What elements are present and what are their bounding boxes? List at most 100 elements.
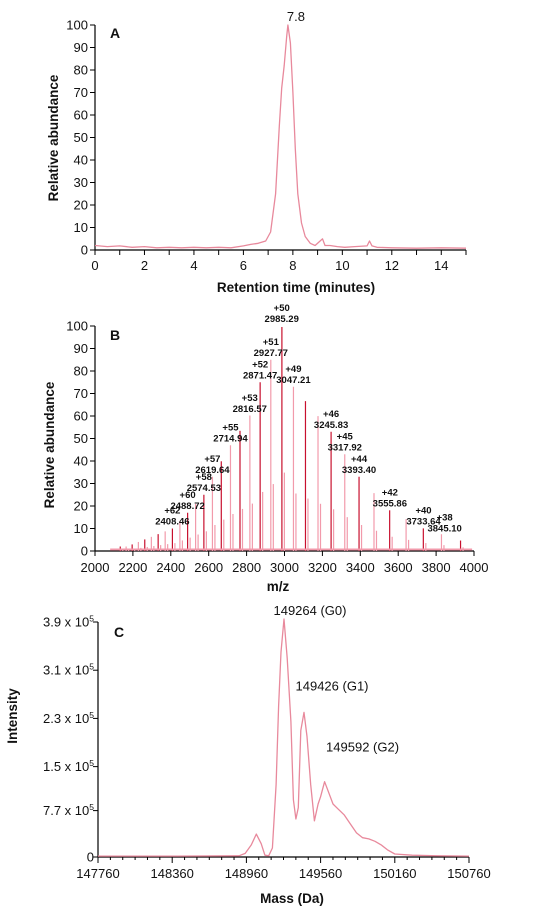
x-tick-label-b: 2200 [118, 560, 147, 575]
peak-charge-label-b: +53 [242, 393, 258, 404]
y-tick-label-a: 60 [74, 108, 88, 123]
peak-charge-label-b: +52 [252, 359, 268, 370]
y-tick-label-a: 30 [74, 175, 88, 190]
chart-a: A Retention time (minutes) Relative abun… [46, 9, 467, 295]
peak-mz-label-b: 3317.92 [328, 442, 362, 453]
peak-mz-label-b: 3245.83 [314, 420, 348, 431]
x-tick-label-c: 150760 [447, 866, 490, 881]
y-tick-label-b: 40 [74, 454, 88, 469]
peak-mz-label-b: 2927.77 [254, 348, 288, 359]
peak-charge-label-b: +55 [222, 422, 239, 433]
peak-mz-label-b: 3555.86 [373, 499, 407, 510]
y-tick-label-b: 30 [74, 476, 88, 491]
y-tick-label-b: 80 [74, 364, 88, 379]
y-tick-label-b: 20 [74, 499, 88, 514]
x-tick-label-a: 14 [434, 258, 448, 273]
peak-charge-label-b: +51 [263, 337, 280, 348]
y-tick-label-b: 50 [74, 431, 88, 446]
y-axis-label-b: Relative abundance [42, 381, 57, 508]
peak-charge-label-b: +42 [382, 488, 398, 499]
peak-charge-label-b: +62 [164, 506, 180, 517]
chromatogram-trace-a [94, 24, 467, 249]
y-tick-label-b: 70 [74, 386, 88, 401]
x-tick-label-a: 2 [141, 258, 148, 273]
peak-mz-label-b: 2408.46 [155, 517, 189, 528]
y-axis-label-c: Intensity [5, 688, 20, 744]
y-tick-label-a: 20 [74, 198, 88, 213]
x-tick-label-b: 3000 [270, 560, 299, 575]
y-tick-label-a: 40 [74, 153, 88, 168]
y-tick-label-c: 3.9 x 105 [43, 614, 94, 630]
y-tick-label-a: 90 [74, 40, 88, 55]
peak-charge-label-b: +58 [196, 472, 212, 483]
x-tick-label-a: 4 [190, 258, 197, 273]
deconvoluted-mass-trace-c [98, 618, 470, 857]
x-tick-label-a: 10 [335, 258, 349, 273]
x-tick-label-a: 0 [91, 258, 98, 273]
y-tick-label-a: 70 [74, 85, 88, 100]
x-tick-label-b: 2000 [81, 560, 110, 575]
panel-label-c: C [114, 624, 124, 640]
peak-charge-label-b: +46 [323, 409, 339, 420]
x-tick-label-b: 4000 [460, 560, 489, 575]
x-tick-label-a: 12 [385, 258, 399, 273]
peak-charge-label-b: +45 [337, 431, 354, 442]
peak-label-c: 149592 (G2) [326, 740, 399, 755]
y-tick-label-b: 100 [66, 319, 88, 334]
peak-charge-label-b: +38 [437, 512, 453, 523]
peak-charge-label-b: +49 [285, 364, 301, 375]
peak-label-c: 149264 (G0) [273, 603, 346, 618]
peak-charge-label-b: +50 [274, 303, 290, 314]
x-tick-label-c: 148360 [151, 866, 194, 881]
x-tick-label-a: 6 [240, 258, 247, 273]
x-tick-label-c: 150160 [373, 866, 416, 881]
peak-label-a: 7.8 [287, 9, 305, 24]
y-tick-label-a: 50 [74, 130, 88, 145]
peak-charge-label-b: +57 [204, 454, 220, 465]
x-tick-label-c: 147760 [76, 866, 119, 881]
peak-mz-label-b: 2985.29 [265, 314, 299, 325]
peak-charge-label-b: +40 [415, 506, 431, 517]
peak-mz-label-b: 3393.40 [342, 465, 376, 476]
y-tick-label-c: 7.7 x 105 [43, 802, 94, 818]
y-tick-label-b: 60 [74, 409, 88, 424]
x-tick-label-b: 3200 [308, 560, 337, 575]
y-tick-label-a: 100 [66, 18, 88, 33]
y-tick-label-a: 0 [81, 243, 88, 258]
y-tick-label-b: 0 [81, 544, 88, 559]
x-axis-label-a: Retention time (minutes) [217, 280, 375, 295]
x-tick-label-b: 3400 [346, 560, 375, 575]
x-tick-label-a: 8 [289, 258, 296, 273]
peak-mz-label-b: 2871.47 [243, 370, 277, 381]
peak-mz-label-b: 2714.94 [213, 433, 248, 444]
x-tick-label-b: 2400 [156, 560, 185, 575]
x-tick-label-b: 2600 [194, 560, 223, 575]
y-tick-label-c: 1.5 x 105 [43, 758, 94, 774]
y-tick-label-c: 2.3 x 105 [43, 710, 94, 726]
y-axis-label-a: Relative abundance [46, 74, 61, 201]
peak-mz-label-b: 2574.53 [187, 483, 221, 494]
x-tick-label-b: 2800 [232, 560, 261, 575]
y-tick-label-c: 3.1 x 105 [43, 662, 94, 678]
y-tick-label-a: 80 [74, 63, 88, 78]
chart-c: C Mass (Da) Intensity 147760 148360 148960… [5, 603, 491, 906]
y-tick-label-b: 10 [74, 521, 88, 536]
panel-label-a: A [110, 25, 120, 41]
chart-b: B m/z Relative abundance 2000 2200 2400 260… [42, 303, 488, 594]
x-axis-label-c: Mass (Da) [260, 891, 324, 906]
y-tick-label-c: 0 [87, 850, 94, 865]
peak-mz-label-b: 3047.21 [276, 375, 311, 386]
y-tick-label-b: 90 [74, 341, 88, 356]
x-tick-label-c: 148960 [225, 866, 268, 881]
peak-label-c: 149426 (G1) [296, 678, 369, 693]
peak-mz-label-b: 2488.72 [170, 501, 204, 512]
y-tick-label-a: 10 [74, 220, 88, 235]
panel-label-b: B [110, 327, 120, 343]
x-tick-label-c: 149560 [299, 866, 342, 881]
x-axis-label-b: m/z [267, 579, 290, 594]
x-tick-label-b: 3600 [384, 560, 413, 575]
peak-mz-label-b: 2816.57 [233, 404, 267, 415]
peak-mz-label-b: 2619.64 [195, 465, 230, 476]
peak-charge-label-b: +44 [351, 454, 368, 465]
